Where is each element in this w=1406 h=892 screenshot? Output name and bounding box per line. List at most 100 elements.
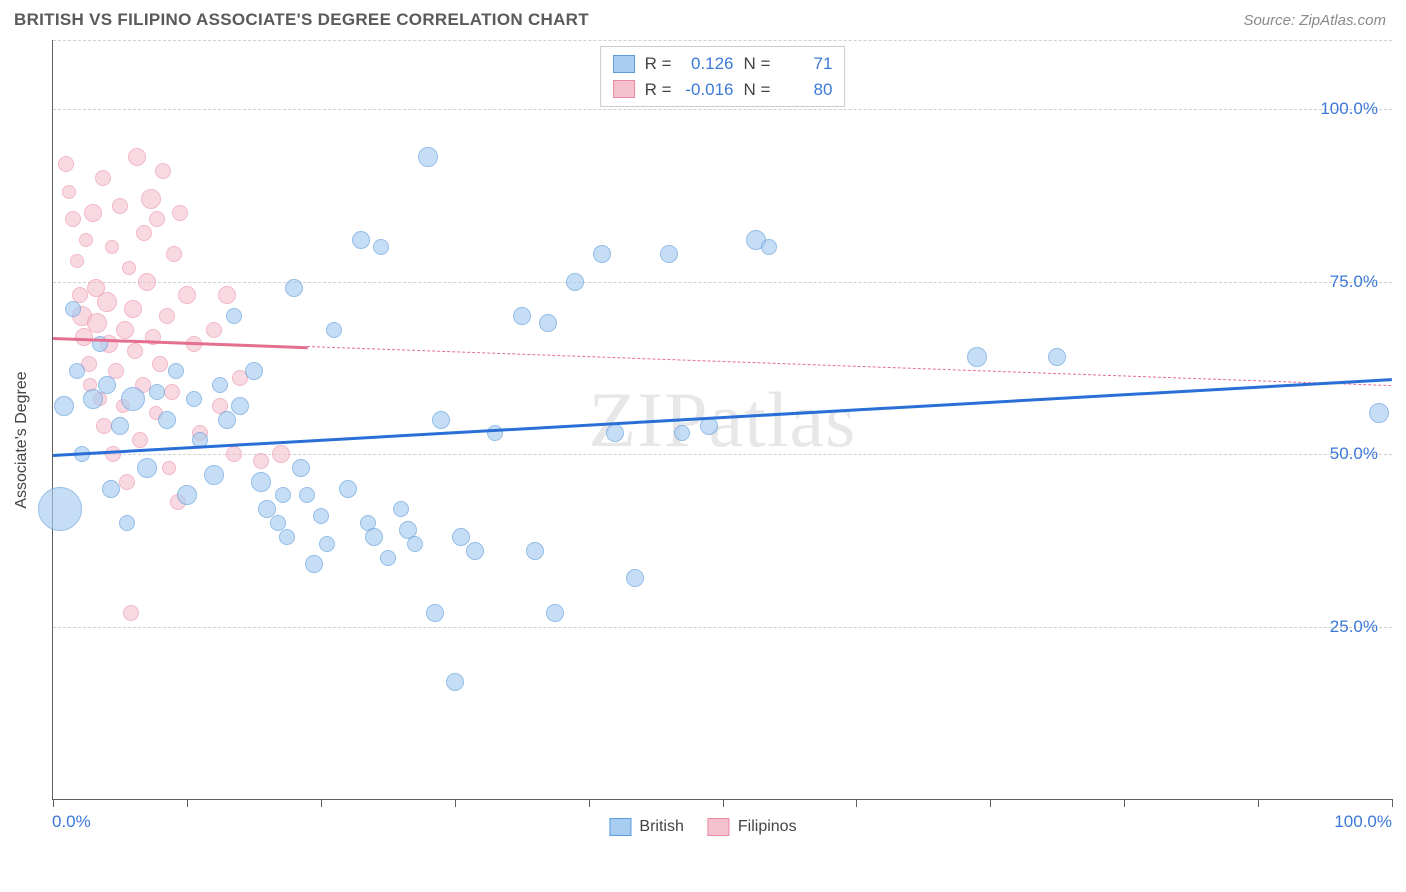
scatter-point-british bbox=[299, 487, 315, 503]
y-tick-label: 25.0% bbox=[1330, 617, 1378, 637]
scatter-point-british bbox=[1369, 403, 1389, 423]
scatter-point-british bbox=[319, 536, 335, 552]
scatter-point-filipinos bbox=[116, 321, 134, 339]
scatter-point-british bbox=[231, 397, 249, 415]
scatter-point-british bbox=[158, 411, 176, 429]
scatter-point-filipinos bbox=[141, 189, 161, 209]
scatter-point-british bbox=[526, 542, 544, 560]
scatter-point-british bbox=[313, 508, 329, 524]
x-axis-min-label: 0.0% bbox=[52, 812, 91, 832]
watermark: ZIPatlas bbox=[589, 375, 857, 465]
scatter-point-filipinos bbox=[152, 356, 168, 372]
scatter-point-british bbox=[98, 376, 116, 394]
scatter-point-british bbox=[275, 487, 291, 503]
swatch-filipinos bbox=[708, 818, 730, 836]
gridline bbox=[53, 109, 1392, 110]
y-tick-label: 100.0% bbox=[1320, 99, 1378, 119]
scatter-point-british bbox=[365, 528, 383, 546]
scatter-point-filipinos bbox=[105, 446, 121, 462]
scatter-point-filipinos bbox=[272, 445, 290, 463]
scatter-point-british bbox=[339, 480, 357, 498]
scatter-point-filipinos bbox=[136, 225, 152, 241]
scatter-point-british bbox=[1048, 348, 1066, 366]
trendline-filipinos bbox=[307, 346, 1392, 386]
source-attribution: Source: ZipAtlas.com bbox=[1243, 12, 1386, 29]
header: BRITISH VS FILIPINO ASSOCIATE'S DEGREE C… bbox=[0, 0, 1406, 36]
x-tick bbox=[856, 799, 857, 807]
scatter-point-filipinos bbox=[96, 418, 112, 434]
gridline bbox=[53, 282, 1392, 283]
scatter-point-british bbox=[186, 391, 202, 407]
swatch-british bbox=[613, 55, 635, 73]
scatter-point-british bbox=[226, 308, 242, 324]
series-legend: British Filipinos bbox=[609, 818, 796, 836]
n-label: N = bbox=[744, 77, 771, 103]
y-axis-label: Associate's Degree bbox=[13, 371, 31, 508]
trendline-british bbox=[53, 378, 1392, 456]
scatter-point-filipinos bbox=[226, 446, 242, 462]
legend-row-filipinos: R = -0.016 N = 80 bbox=[613, 77, 833, 103]
y-tick-label: 50.0% bbox=[1330, 444, 1378, 464]
x-tick bbox=[1258, 799, 1259, 807]
r-label: R = bbox=[645, 51, 672, 77]
gridline bbox=[53, 627, 1392, 628]
scatter-point-british bbox=[149, 384, 165, 400]
scatter-point-filipinos bbox=[122, 261, 136, 275]
scatter-point-british bbox=[305, 555, 323, 573]
scatter-point-filipinos bbox=[95, 170, 111, 186]
scatter-point-filipinos bbox=[132, 432, 148, 448]
scatter-point-british bbox=[407, 536, 423, 552]
scatter-point-british bbox=[119, 515, 135, 531]
scatter-point-filipinos bbox=[172, 205, 188, 221]
scatter-point-filipinos bbox=[84, 204, 102, 222]
x-tick bbox=[455, 799, 456, 807]
scatter-point-filipinos bbox=[79, 233, 93, 247]
x-tick bbox=[1124, 799, 1125, 807]
scatter-point-filipinos bbox=[123, 605, 139, 621]
n-label: N = bbox=[744, 51, 771, 77]
gridline bbox=[53, 40, 1392, 41]
scatter-point-filipinos bbox=[162, 461, 176, 475]
scatter-point-british bbox=[65, 301, 81, 317]
scatter-point-british bbox=[54, 396, 74, 416]
scatter-point-british bbox=[251, 472, 271, 492]
scatter-point-filipinos bbox=[65, 211, 81, 227]
scatter-point-filipinos bbox=[138, 273, 156, 291]
swatch-filipinos bbox=[613, 80, 635, 98]
scatter-point-british bbox=[326, 322, 342, 338]
scatter-point-filipinos bbox=[206, 322, 222, 338]
legend-label-british: British bbox=[639, 818, 683, 836]
x-tick bbox=[723, 799, 724, 807]
scatter-point-british bbox=[446, 673, 464, 691]
scatter-point-filipinos bbox=[124, 300, 142, 318]
legend-item-british: British bbox=[609, 818, 683, 836]
r-value-filipinos: -0.016 bbox=[682, 77, 734, 103]
scatter-point-filipinos bbox=[253, 453, 269, 469]
chart-container: Associate's Degree ZIPatlas R = 0.126 N … bbox=[14, 40, 1392, 840]
legend-item-filipinos: Filipinos bbox=[708, 818, 797, 836]
x-tick bbox=[321, 799, 322, 807]
scatter-point-british bbox=[373, 239, 389, 255]
scatter-point-filipinos bbox=[62, 185, 76, 199]
swatch-british bbox=[609, 818, 631, 836]
scatter-point-british bbox=[102, 480, 120, 498]
scatter-point-british bbox=[393, 501, 409, 517]
scatter-point-filipinos bbox=[159, 308, 175, 324]
scatter-point-british bbox=[352, 231, 370, 249]
scatter-point-british bbox=[546, 604, 564, 622]
x-tick bbox=[1392, 799, 1393, 807]
n-value-british: 71 bbox=[780, 51, 832, 77]
scatter-point-british bbox=[674, 425, 690, 441]
scatter-point-filipinos bbox=[119, 474, 135, 490]
scatter-point-british bbox=[177, 485, 197, 505]
scatter-point-british bbox=[606, 424, 624, 442]
scatter-point-british bbox=[285, 279, 303, 297]
scatter-point-british bbox=[626, 569, 644, 587]
scatter-point-british bbox=[593, 245, 611, 263]
scatter-point-filipinos bbox=[164, 384, 180, 400]
scatter-point-british bbox=[137, 458, 157, 478]
scatter-point-british bbox=[466, 542, 484, 560]
scatter-point-filipinos bbox=[58, 156, 74, 172]
legend-row-british: R = 0.126 N = 71 bbox=[613, 51, 833, 77]
r-label: R = bbox=[645, 77, 672, 103]
